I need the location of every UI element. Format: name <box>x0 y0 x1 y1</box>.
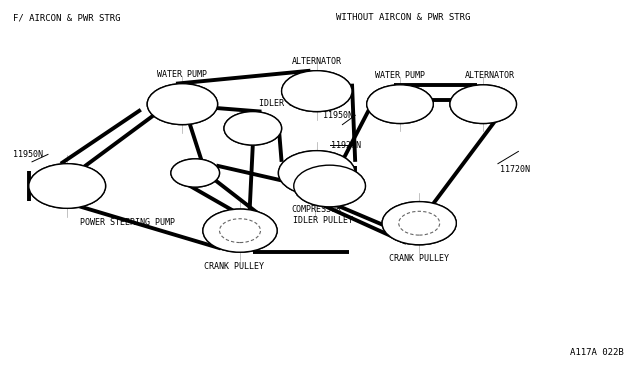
Circle shape <box>382 202 456 245</box>
Circle shape <box>367 85 433 124</box>
Text: 11950N: 11950N <box>323 111 353 120</box>
Text: 11720N: 11720N <box>500 165 531 174</box>
Text: 11920N: 11920N <box>331 141 361 150</box>
Text: WITHOUT AIRCON & PWR STRG: WITHOUT AIRCON & PWR STRG <box>336 13 470 22</box>
Text: WATER PUMP: WATER PUMP <box>375 71 425 80</box>
Text: WATER PUMP: WATER PUMP <box>157 70 207 79</box>
Circle shape <box>382 202 456 245</box>
Circle shape <box>224 112 282 145</box>
Circle shape <box>450 85 516 124</box>
Circle shape <box>220 219 260 243</box>
Circle shape <box>278 151 355 195</box>
Text: ALTERNATOR: ALTERNATOR <box>292 57 342 66</box>
Circle shape <box>147 84 218 125</box>
Circle shape <box>294 165 365 207</box>
Text: CRANK PULLEY: CRANK PULLEY <box>204 262 264 270</box>
Circle shape <box>29 164 106 208</box>
Circle shape <box>282 71 352 112</box>
Text: CRANK PULLEY: CRANK PULLEY <box>389 254 449 263</box>
Text: IDLER PULLEY: IDLER PULLEY <box>293 216 353 225</box>
Text: POWER STEERING PUMP: POWER STEERING PUMP <box>80 218 175 227</box>
Text: COMPRESSOR: COMPRESSOR <box>292 205 342 214</box>
Circle shape <box>147 84 218 125</box>
Circle shape <box>220 219 260 243</box>
Circle shape <box>29 164 106 208</box>
Circle shape <box>450 85 516 124</box>
Circle shape <box>171 159 220 187</box>
Circle shape <box>171 159 220 187</box>
Text: A117A 022B: A117A 022B <box>570 348 624 357</box>
Text: F/ AIRCON & PWR STRG: F/ AIRCON & PWR STRG <box>13 13 120 22</box>
Circle shape <box>203 209 277 252</box>
Text: 11950N: 11950N <box>13 150 43 159</box>
Text: IDLER PULLEY: IDLER PULLEY <box>259 99 319 108</box>
Circle shape <box>294 165 365 207</box>
Circle shape <box>367 85 433 124</box>
Text: ALTERNATOR: ALTERNATOR <box>465 71 515 80</box>
Circle shape <box>203 209 277 252</box>
Circle shape <box>399 211 440 235</box>
Circle shape <box>282 71 352 112</box>
Circle shape <box>399 211 440 235</box>
Circle shape <box>224 112 282 145</box>
Circle shape <box>278 151 355 195</box>
